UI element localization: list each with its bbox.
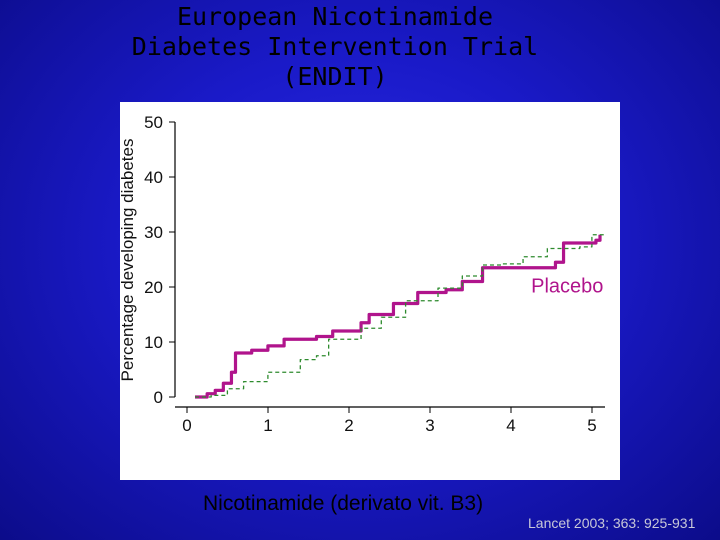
- y-tick-label: 50: [144, 113, 163, 132]
- y-axis-label: Percentage developing diabetes: [118, 138, 137, 382]
- y-tick-label: 40: [144, 168, 163, 187]
- x-tick-label: 1: [263, 416, 272, 435]
- series-line-placebo: [195, 234, 602, 399]
- chart-svg: 0 10 20 30 40 50 0 1 2 3 4 5 Placebo: [144, 113, 605, 435]
- y-tick-label: 20: [144, 278, 163, 297]
- y-tick-label: 30: [144, 223, 163, 242]
- series-line-nicotinamide: [195, 233, 605, 398]
- title-line-3: (ENDIT): [282, 62, 388, 91]
- footer-caption: Nicotinamide (derivato vit. B3): [203, 492, 484, 515]
- x-tick-label: 3: [425, 416, 434, 435]
- title-line-2: Diabetes Intervention Trial: [131, 32, 539, 61]
- title-line-1: European Nicotinamide: [176, 2, 494, 31]
- y-tick-label: 0: [154, 388, 163, 407]
- x-tick-label: 2: [344, 416, 353, 435]
- citation: Lancet 2003; 363: 925-931: [528, 515, 696, 531]
- y-tick-label: 10: [144, 333, 163, 352]
- x-tick-label: 0: [182, 416, 191, 435]
- slide-title: European Nicotinamide Diabetes Intervent…: [130, 2, 540, 92]
- x-tick-label: 4: [506, 416, 515, 435]
- annotation-label: Placebo: [531, 276, 603, 298]
- chart-area: 0 10 20 30 40 50 0 1 2 3 4 5 Placebo: [120, 102, 620, 480]
- x-tick-label: 5: [587, 416, 596, 435]
